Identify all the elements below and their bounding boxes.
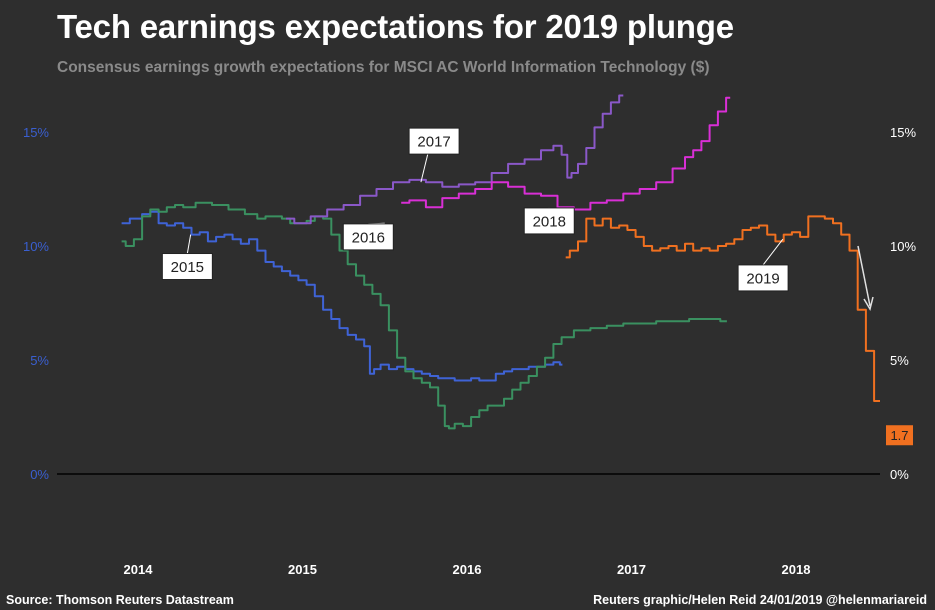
series-line-2016 bbox=[121, 201, 727, 430]
series-line-2018 bbox=[401, 96, 731, 211]
x-tick-2015: 2015 bbox=[288, 562, 317, 577]
credit-note: Reuters graphic/Helen Reid 24/01/2019 @h… bbox=[593, 593, 927, 607]
y-tick-right-10: 10% bbox=[890, 239, 916, 254]
y-tick-right-0: 0% bbox=[890, 467, 909, 482]
x-tick-2018: 2018 bbox=[782, 562, 811, 577]
end-value-label: 1.7 bbox=[890, 428, 908, 443]
series-label-2015: 2015 bbox=[171, 259, 204, 276]
y-tick-left-15: 15% bbox=[23, 125, 49, 140]
series-line-2017 bbox=[286, 94, 624, 225]
label-leader-2019 bbox=[762, 238, 784, 266]
series-label-2016: 2016 bbox=[352, 229, 385, 246]
chart-title: Tech earnings expectations for 2019 plun… bbox=[57, 8, 734, 45]
source-note: Source: Thomson Reuters Datastream bbox=[6, 593, 234, 607]
label-box-2016 bbox=[342, 223, 394, 251]
label-leader-2015 bbox=[186, 234, 192, 254]
label-box-2017 bbox=[408, 127, 460, 155]
series-line-2015 bbox=[121, 210, 563, 382]
x-tick-2016: 2016 bbox=[453, 562, 482, 577]
y-tick-right-5: 5% bbox=[890, 353, 909, 368]
series-label-2019: 2019 bbox=[746, 270, 779, 287]
y-tick-left-10: 10% bbox=[23, 239, 49, 254]
y-tick-right-15: 15% bbox=[890, 125, 916, 140]
chart-subtitle: Consensus earnings growth expectations f… bbox=[57, 59, 710, 76]
y-tick-left-0: 0% bbox=[30, 467, 49, 482]
y-tick-left-5: 5% bbox=[30, 353, 49, 368]
series-line-2019 bbox=[565, 215, 880, 402]
label-box-2015 bbox=[161, 253, 213, 281]
trend-arrow-head bbox=[863, 296, 874, 311]
label-box-2019 bbox=[737, 264, 789, 292]
series-label-2017: 2017 bbox=[417, 134, 450, 151]
trend-arrow-shaft bbox=[857, 245, 871, 307]
x-tick-2017: 2017 bbox=[617, 562, 646, 577]
label-box-2018 bbox=[523, 207, 575, 235]
series-label-2018: 2018 bbox=[533, 213, 566, 230]
end-value-box bbox=[886, 425, 913, 446]
x-tick-2014: 2014 bbox=[124, 562, 154, 577]
